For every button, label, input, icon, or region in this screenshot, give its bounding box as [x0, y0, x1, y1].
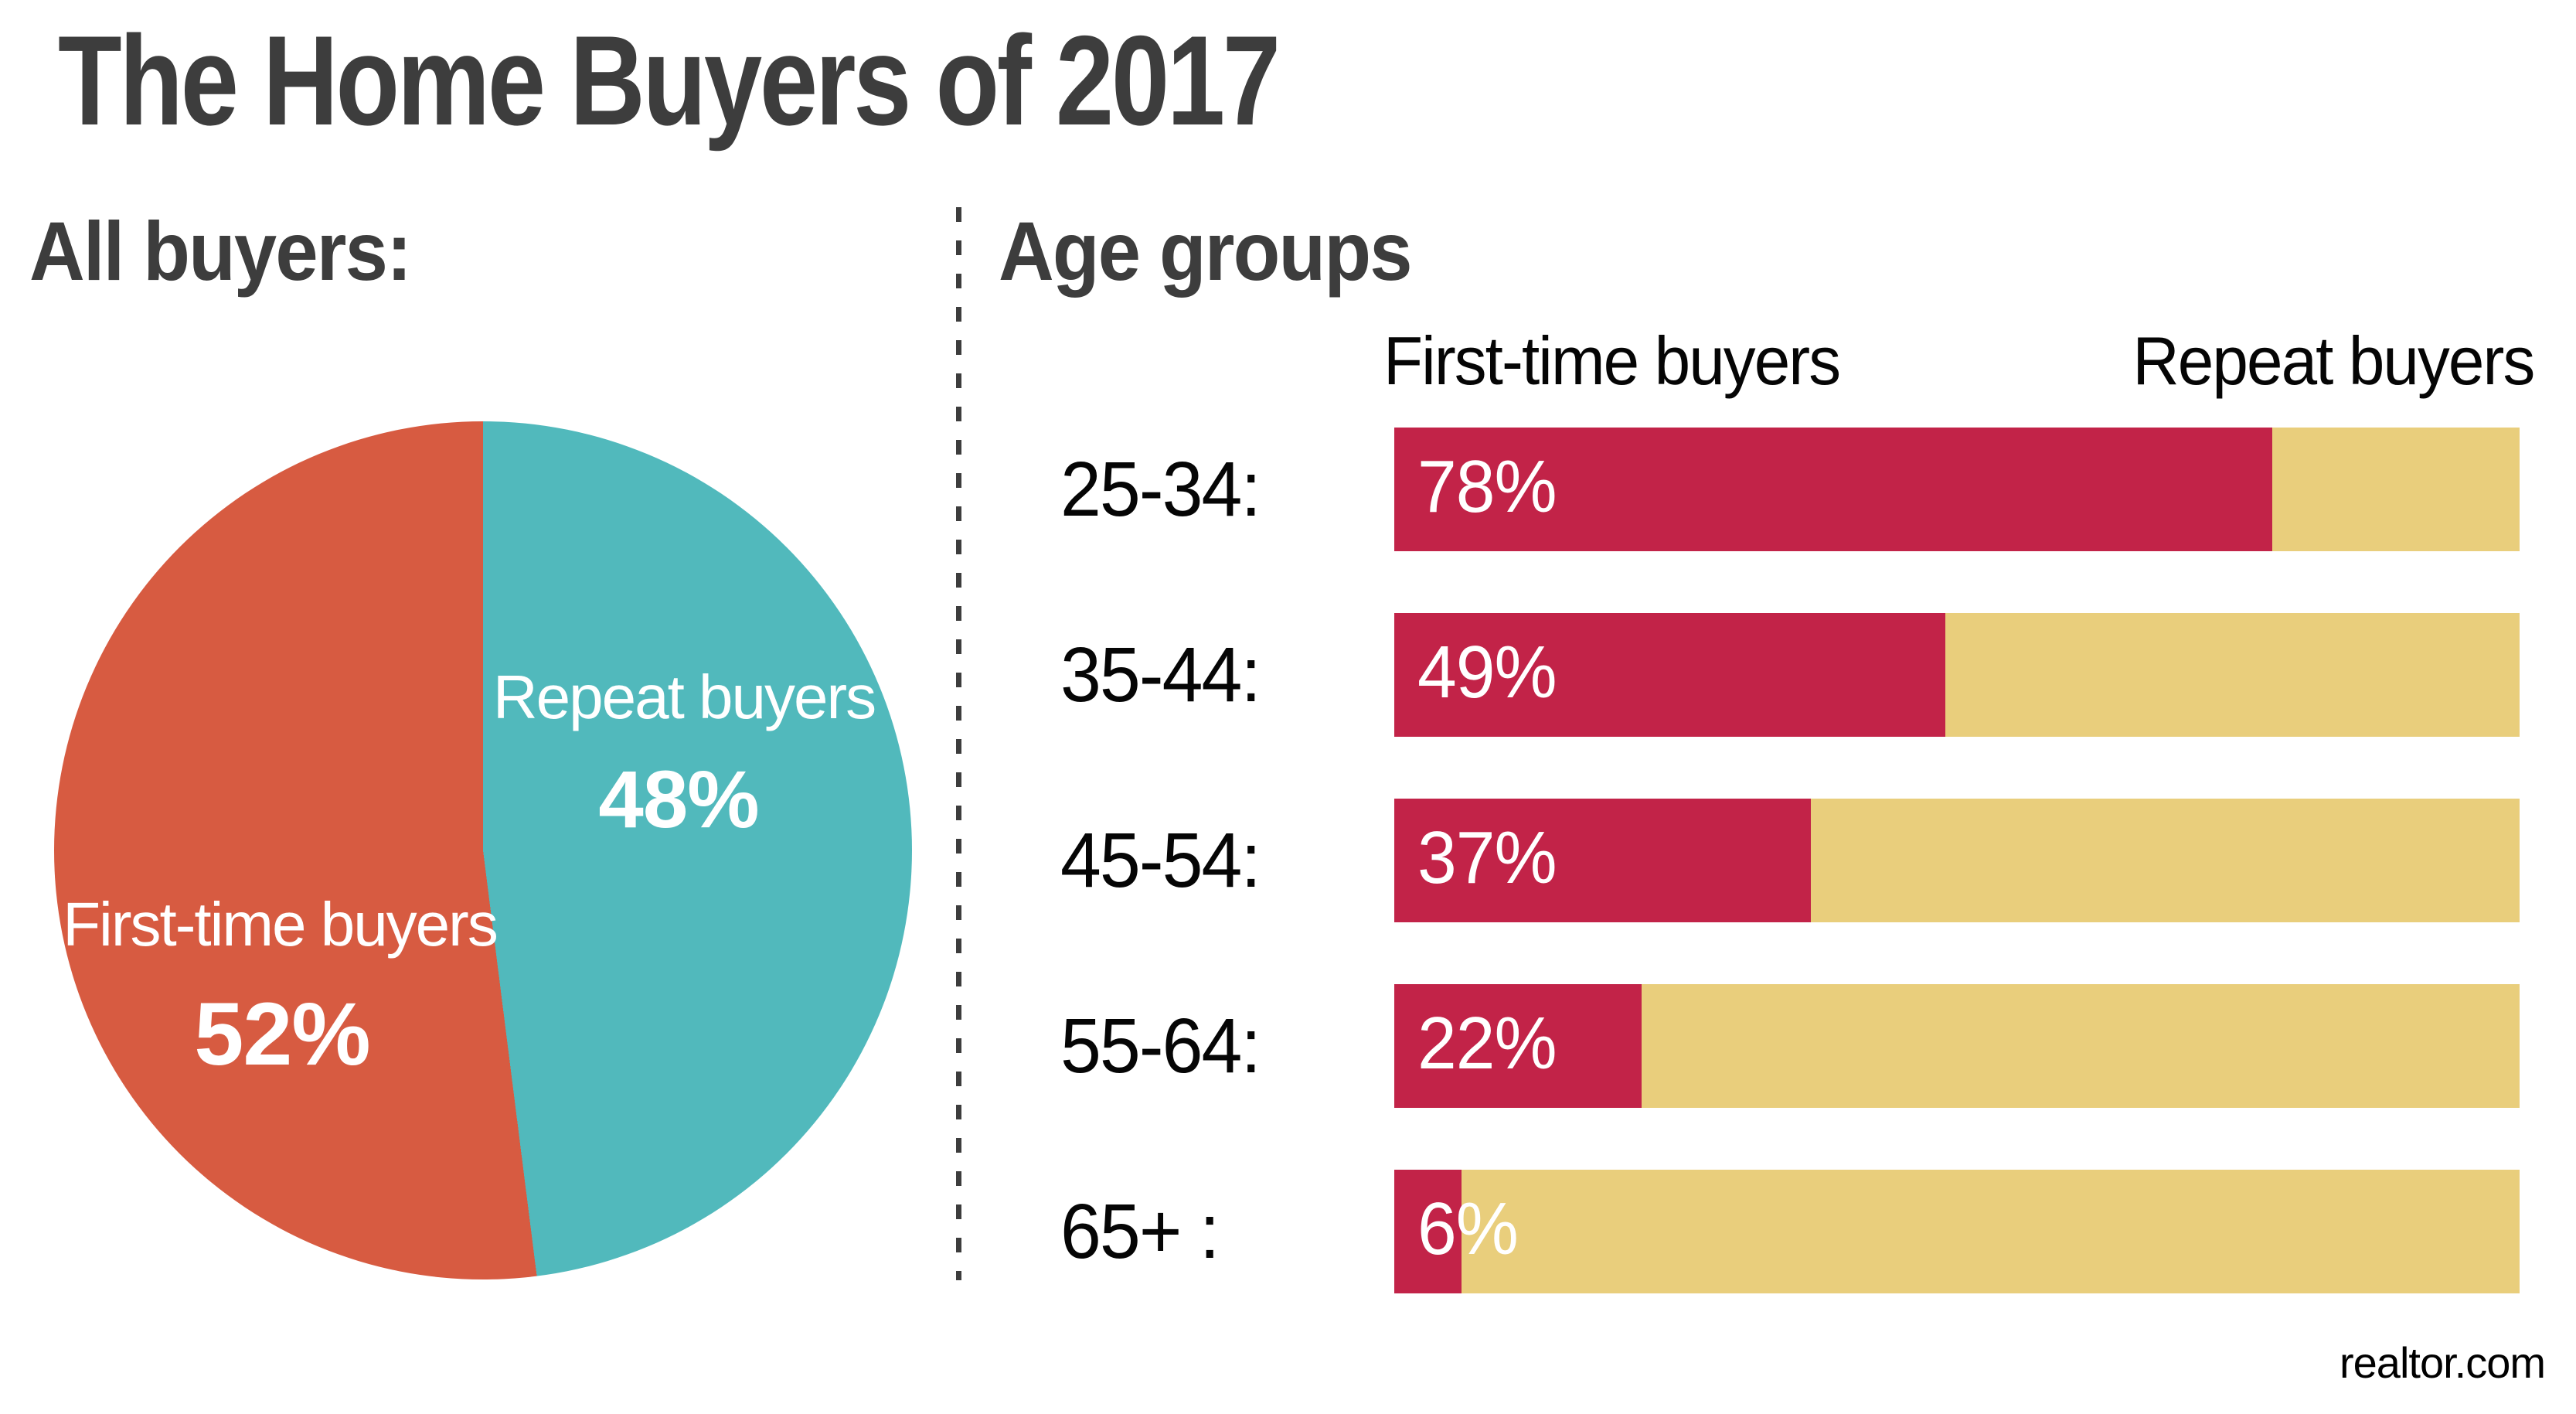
pie-section-heading: All buyers:: [29, 204, 412, 298]
stacked-bar: 78%: [1394, 428, 2520, 551]
bar-row-label: 55-64:: [1060, 1003, 1261, 1089]
pie-label-repeat-buyers: Repeat buyers: [492, 663, 876, 731]
bars-section-heading: Age groups: [999, 204, 1412, 298]
segment-repeat: [1945, 613, 2520, 737]
segment-repeat: [1462, 1170, 2520, 1293]
stacked-bar: 6%: [1394, 1170, 2520, 1293]
dashed-divider: [956, 207, 961, 1280]
pie-label-first-time-buyers: First-time buyers: [63, 890, 499, 959]
segment-first-time: [1394, 984, 1642, 1108]
column-header-first-time-buyers: First-time buyers: [1383, 322, 1841, 399]
bar-row-25-34: 25-34: 78%: [1060, 428, 2520, 551]
segment-first-time: [1394, 613, 1946, 737]
bar-value-label: 22%: [1417, 1002, 1557, 1085]
segment-repeat: [1810, 799, 2520, 922]
bar-row-label: 35-44:: [1060, 632, 1261, 718]
bar-row-label: 45-54:: [1060, 817, 1261, 904]
bar-value-label: 78%: [1417, 445, 1557, 528]
stacked-bar: 37%: [1394, 799, 2520, 922]
bar-row-label: 25-34:: [1060, 446, 1261, 533]
pie-value-repeat-buyers: 48%: [598, 755, 759, 845]
bar-value-label: 37%: [1417, 816, 1557, 899]
segment-first-time: [1394, 428, 2272, 551]
bar-value-label: 6%: [1417, 1187, 1519, 1270]
segment-repeat: [2271, 428, 2520, 551]
stacked-bar: 22%: [1394, 984, 2520, 1108]
bar-row-65-plus: 65+ : 6%: [1060, 1170, 2520, 1293]
stacked-bar: 49%: [1394, 613, 2520, 737]
pie-chart: [54, 421, 912, 1279]
bar-row-55-64: 55-64: 22%: [1060, 984, 2520, 1108]
bar-row-label: 65+ :: [1060, 1188, 1220, 1275]
segment-first-time: [1394, 1170, 1462, 1293]
segment-repeat: [1642, 984, 2520, 1108]
page-title: The Home Buyers of 2017: [58, 9, 1281, 152]
column-header-repeat-buyers: Repeat buyers: [2132, 322, 2535, 399]
bar-row-35-44: 35-44: 49%: [1060, 613, 2520, 737]
bar-row-45-54: 45-54: 37%: [1060, 799, 2520, 922]
pie-value-first-time-buyers: 52%: [194, 985, 370, 1084]
source-credit: realtor.com: [2339, 1338, 2546, 1387]
segment-first-time: [1394, 799, 1811, 922]
bar-value-label: 49%: [1417, 631, 1557, 714]
